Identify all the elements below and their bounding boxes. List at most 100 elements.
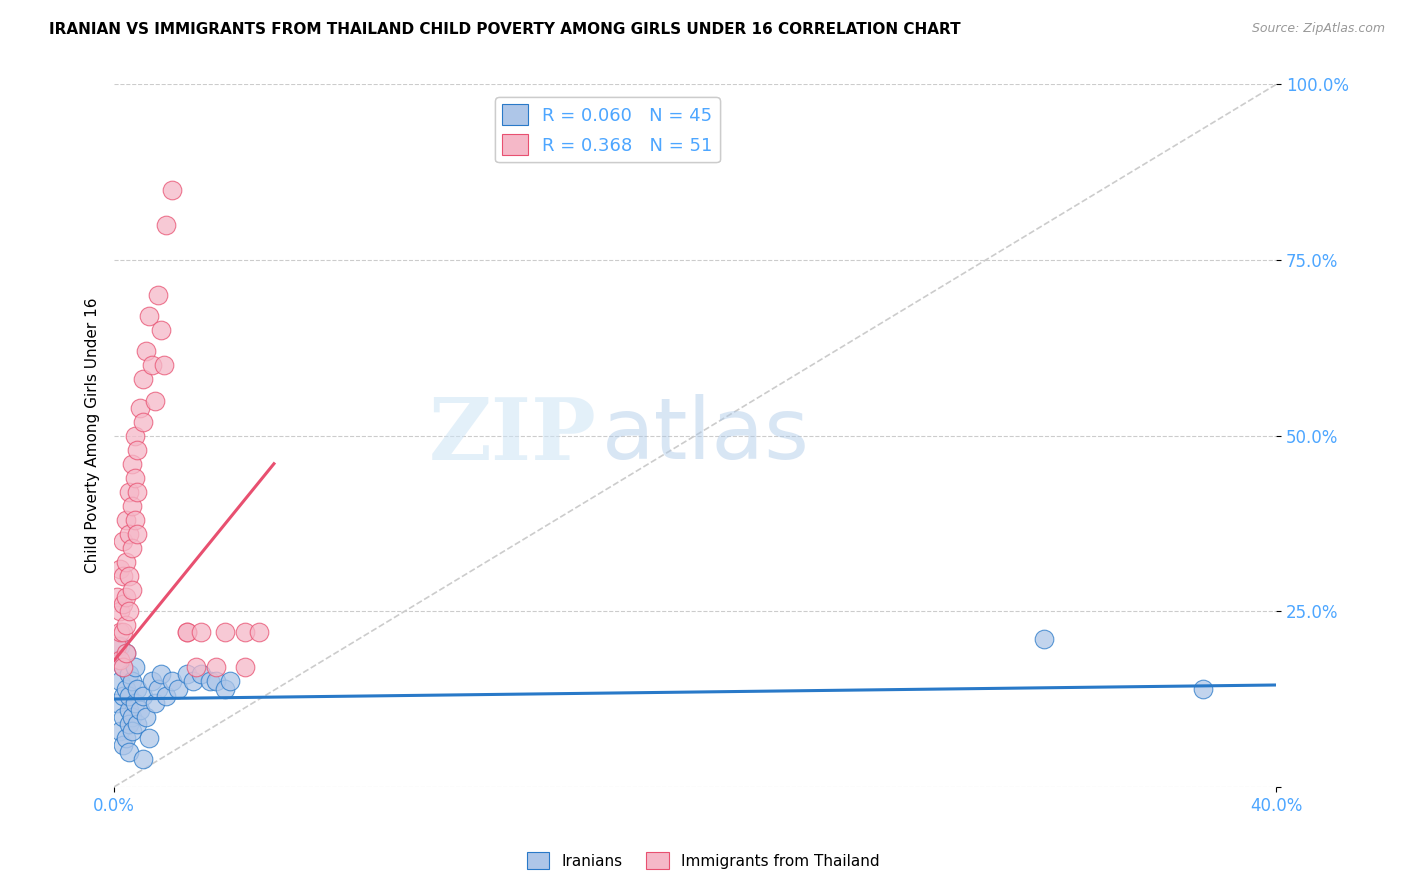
Point bbox=[111, 689, 134, 703]
Point bbox=[105, 640, 128, 654]
Point bbox=[108, 723, 131, 738]
Point bbox=[205, 674, 228, 689]
Point bbox=[184, 660, 207, 674]
Point bbox=[124, 513, 146, 527]
Point bbox=[127, 442, 149, 457]
Point bbox=[132, 752, 155, 766]
Point bbox=[190, 667, 212, 681]
Point bbox=[121, 709, 143, 723]
Point bbox=[249, 625, 271, 640]
Point bbox=[108, 640, 131, 654]
Point bbox=[118, 716, 141, 731]
Point bbox=[118, 484, 141, 499]
Point bbox=[143, 393, 166, 408]
Point bbox=[111, 534, 134, 549]
Point bbox=[132, 689, 155, 703]
Point bbox=[114, 618, 136, 632]
Point bbox=[114, 646, 136, 660]
Point bbox=[108, 653, 131, 667]
Point bbox=[121, 541, 143, 555]
Point bbox=[190, 625, 212, 640]
Point bbox=[124, 660, 146, 674]
Legend: R = 0.060   N = 45, R = 0.368   N = 51: R = 0.060 N = 45, R = 0.368 N = 51 bbox=[495, 97, 720, 162]
Point bbox=[129, 401, 152, 415]
Point bbox=[233, 625, 256, 640]
Point bbox=[108, 562, 131, 576]
Point bbox=[135, 709, 157, 723]
Point bbox=[141, 359, 163, 373]
Point bbox=[111, 738, 134, 752]
Point bbox=[214, 625, 236, 640]
Point bbox=[155, 689, 177, 703]
Point bbox=[132, 372, 155, 386]
Point bbox=[121, 583, 143, 598]
Point bbox=[118, 667, 141, 681]
Point bbox=[127, 484, 149, 499]
Point bbox=[138, 310, 160, 324]
Point bbox=[114, 590, 136, 604]
Point bbox=[105, 653, 128, 667]
Point bbox=[233, 660, 256, 674]
Point bbox=[135, 344, 157, 359]
Point bbox=[132, 415, 155, 429]
Point bbox=[118, 604, 141, 618]
Point bbox=[176, 625, 198, 640]
Point bbox=[118, 527, 141, 541]
Point bbox=[181, 674, 204, 689]
Point bbox=[114, 681, 136, 696]
Point bbox=[114, 731, 136, 745]
Point bbox=[143, 696, 166, 710]
Point bbox=[141, 674, 163, 689]
Point bbox=[1032, 632, 1054, 647]
Point bbox=[114, 646, 136, 660]
Point bbox=[127, 716, 149, 731]
Point bbox=[114, 555, 136, 569]
Point bbox=[118, 689, 141, 703]
Point bbox=[167, 681, 190, 696]
Point bbox=[108, 674, 131, 689]
Text: Source: ZipAtlas.com: Source: ZipAtlas.com bbox=[1251, 22, 1385, 36]
Point bbox=[214, 681, 236, 696]
Y-axis label: Child Poverty Among Girls Under 16: Child Poverty Among Girls Under 16 bbox=[86, 298, 100, 574]
Point bbox=[111, 660, 134, 674]
Point bbox=[127, 681, 149, 696]
Point bbox=[205, 660, 228, 674]
Point bbox=[124, 428, 146, 442]
Point bbox=[129, 702, 152, 716]
Text: ZIP: ZIP bbox=[429, 393, 596, 477]
Point bbox=[121, 674, 143, 689]
Point bbox=[124, 471, 146, 485]
Point bbox=[146, 288, 169, 302]
Point bbox=[152, 359, 174, 373]
Point bbox=[111, 597, 134, 611]
Text: atlas: atlas bbox=[602, 394, 810, 477]
Point bbox=[149, 667, 172, 681]
Point bbox=[111, 625, 134, 640]
Point bbox=[111, 660, 134, 674]
Point bbox=[162, 674, 184, 689]
Point bbox=[127, 527, 149, 541]
Point bbox=[1192, 681, 1215, 696]
Point bbox=[155, 218, 177, 232]
Point bbox=[105, 590, 128, 604]
Point bbox=[176, 625, 198, 640]
Point bbox=[111, 709, 134, 723]
Text: IRANIAN VS IMMIGRANTS FROM THAILAND CHILD POVERTY AMONG GIRLS UNDER 16 CORRELATI: IRANIAN VS IMMIGRANTS FROM THAILAND CHIL… bbox=[49, 22, 960, 37]
Point bbox=[146, 681, 169, 696]
Point bbox=[198, 674, 221, 689]
Point bbox=[111, 569, 134, 583]
Point bbox=[121, 457, 143, 471]
Point bbox=[121, 723, 143, 738]
Point bbox=[149, 323, 172, 337]
Legend: Iranians, Immigrants from Thailand: Iranians, Immigrants from Thailand bbox=[520, 846, 886, 875]
Point bbox=[118, 745, 141, 759]
Point bbox=[138, 731, 160, 745]
Point bbox=[108, 604, 131, 618]
Point bbox=[124, 696, 146, 710]
Point bbox=[114, 513, 136, 527]
Point bbox=[105, 696, 128, 710]
Point bbox=[121, 499, 143, 513]
Point bbox=[219, 674, 242, 689]
Point bbox=[118, 702, 141, 716]
Point bbox=[118, 569, 141, 583]
